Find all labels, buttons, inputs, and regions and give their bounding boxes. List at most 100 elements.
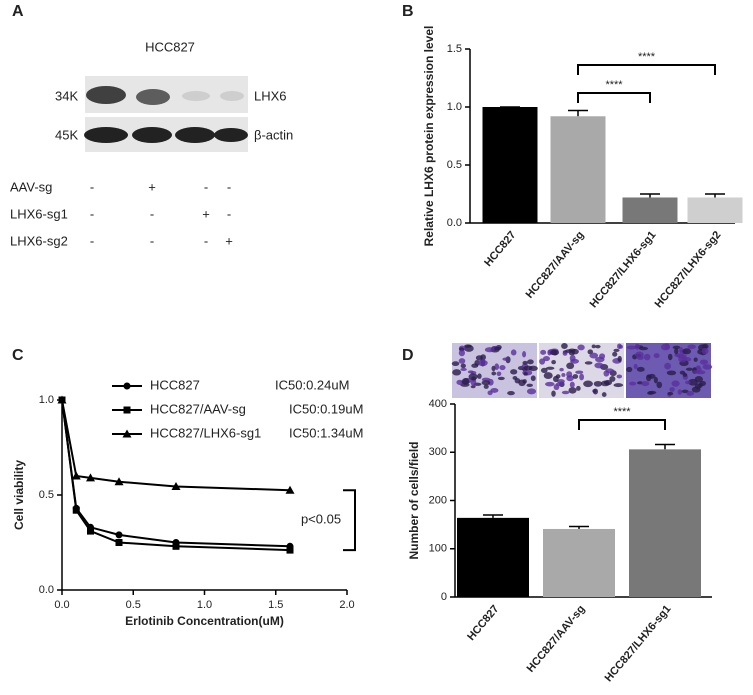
cell [523, 365, 533, 371]
cell [699, 359, 709, 365]
cell [460, 367, 467, 371]
y-tick-label: 0.5 [447, 159, 462, 171]
cell [470, 385, 476, 389]
cell [483, 384, 489, 389]
sign: - [150, 233, 154, 248]
cell [561, 373, 566, 377]
sign: + [225, 233, 233, 248]
cell [461, 378, 470, 385]
cell [679, 346, 684, 353]
sign: - [204, 179, 208, 194]
cell [686, 390, 695, 396]
y-axis-label: Number of cells/field [407, 441, 421, 559]
panel-label: A [12, 3, 24, 20]
cell [594, 362, 604, 369]
point [72, 506, 80, 514]
cell [693, 357, 698, 362]
sign: - [204, 233, 208, 248]
cell [545, 366, 555, 370]
point [87, 527, 94, 535]
cell [557, 379, 565, 384]
sign: + [202, 206, 210, 221]
cell [510, 349, 517, 356]
microscopy-images [451, 343, 713, 398]
panel-label: C [12, 347, 24, 364]
legend-label: HCC827/LHX6-sg1 [150, 425, 261, 440]
cell [643, 353, 651, 361]
ic50-label: IC50:0.19uM [289, 401, 363, 416]
cell [458, 349, 466, 357]
significance-label: p<0.05 [301, 512, 341, 527]
y-axis-label: Relative LHX6 protein expression level [422, 26, 436, 247]
row-label: LHX6-sg2 [10, 233, 68, 248]
point [114, 477, 124, 486]
cell [451, 361, 460, 367]
cell [562, 351, 568, 356]
y-tick-label: 100 [429, 543, 447, 555]
cell [464, 344, 472, 348]
point [172, 542, 180, 550]
cell [595, 356, 605, 363]
legend-label: HCC827 [150, 377, 200, 392]
cell [458, 358, 466, 364]
cell [470, 378, 477, 386]
cell [561, 343, 568, 349]
cell [613, 348, 620, 353]
point [285, 485, 295, 494]
legend-marker [123, 382, 131, 390]
series-line [61, 399, 291, 548]
bar [482, 107, 538, 223]
cell [561, 390, 570, 395]
cell [609, 375, 616, 382]
row-label: LHX6-sg1 [10, 206, 68, 221]
cell [518, 379, 526, 387]
ic50-label: IC50:0.24uM [275, 377, 349, 392]
ic50-label: IC50:1.34uM [289, 425, 363, 440]
cell [555, 374, 561, 379]
cell [494, 346, 502, 351]
cell [626, 345, 637, 350]
cell [677, 389, 683, 395]
cell [682, 348, 692, 355]
cell [475, 355, 483, 361]
cell [591, 344, 596, 349]
point [86, 473, 95, 482]
cell [572, 374, 579, 379]
cell [499, 364, 506, 371]
cell [490, 387, 499, 393]
bar [550, 116, 606, 223]
blot-title: HCC827 [145, 39, 195, 54]
y-tick-label: 0.5 [39, 489, 54, 501]
cell [667, 353, 673, 361]
cell [545, 381, 555, 387]
y-tick-label: 1.0 [447, 101, 462, 113]
panel-label: D [402, 347, 414, 364]
row-label: AAV-sg [10, 179, 52, 194]
y-tick-label: 1.5 [447, 43, 462, 55]
cell [496, 371, 502, 377]
cell [672, 345, 681, 350]
x-tick-label: HCC827/LHX6-sg2 [653, 229, 724, 310]
cell [691, 386, 701, 393]
series-line [61, 399, 291, 552]
y-tick-label: 1.0 [39, 394, 54, 406]
cell [539, 358, 546, 365]
cell [467, 370, 474, 374]
cell [702, 364, 713, 370]
cell [526, 383, 533, 388]
sign: - [227, 206, 231, 221]
cell [530, 375, 536, 382]
x-tick-label: 1.5 [268, 599, 283, 611]
cell [571, 348, 579, 355]
cell [636, 366, 645, 372]
x-tick-label: HCC827 [482, 229, 518, 269]
cell [507, 390, 515, 396]
cell [681, 389, 689, 394]
significance-bracket [577, 64, 716, 75]
cell [575, 370, 584, 374]
cell [543, 372, 553, 379]
cell [497, 376, 505, 381]
bar [629, 449, 701, 597]
cell [592, 388, 599, 395]
cell [634, 343, 640, 350]
